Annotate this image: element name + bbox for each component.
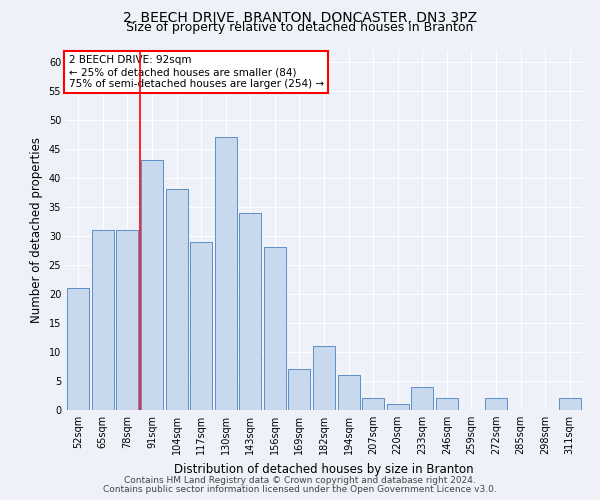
Text: 2 BEECH DRIVE: 92sqm
← 25% of detached houses are smaller (84)
75% of semi-detac: 2 BEECH DRIVE: 92sqm ← 25% of detached h… [68,56,324,88]
Bar [436,398,458,410]
Y-axis label: Number of detached properties: Number of detached properties [30,137,43,323]
Text: 2, BEECH DRIVE, BRANTON, DONCASTER, DN3 3PZ: 2, BEECH DRIVE, BRANTON, DONCASTER, DN3 … [123,11,477,25]
Bar [362,398,384,410]
Bar [166,190,188,410]
Bar [411,387,433,410]
Bar [67,288,89,410]
X-axis label: Distribution of detached houses by size in Branton: Distribution of detached houses by size … [174,462,474,475]
Bar [239,212,262,410]
Bar [338,375,359,410]
Bar [386,404,409,410]
Text: Contains HM Land Registry data © Crown copyright and database right 2024.: Contains HM Land Registry data © Crown c… [124,476,476,485]
Bar [215,137,237,410]
Bar [92,230,114,410]
Bar [264,248,286,410]
Bar [116,230,139,410]
Text: Size of property relative to detached houses in Branton: Size of property relative to detached ho… [127,22,473,35]
Bar [313,346,335,410]
Bar [485,398,507,410]
Bar [559,398,581,410]
Bar [190,242,212,410]
Bar [289,370,310,410]
Bar [141,160,163,410]
Text: Contains public sector information licensed under the Open Government Licence v3: Contains public sector information licen… [103,485,497,494]
